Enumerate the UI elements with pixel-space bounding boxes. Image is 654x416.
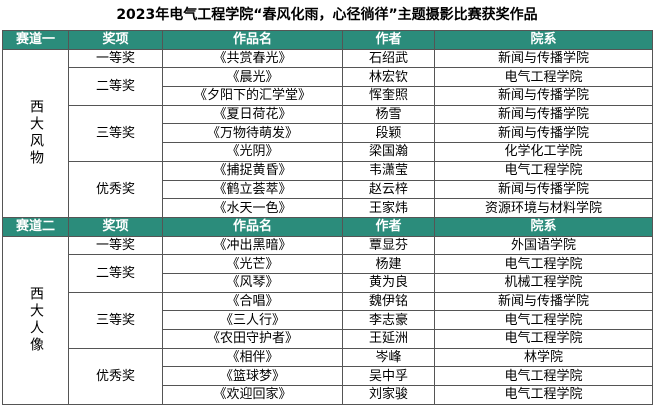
work-cell: 《欢迎回家》 bbox=[162, 385, 343, 405]
author-cell: 覃显芬 bbox=[342, 235, 435, 256]
award-cell: 三等奖 bbox=[68, 104, 163, 162]
author-cell: 韦潇莹 bbox=[342, 160, 435, 181]
award-cell: 二等奖 bbox=[68, 254, 163, 293]
dept-cell: 电气工程学院 bbox=[434, 366, 653, 387]
author-cell: 刘家骏 bbox=[342, 385, 435, 405]
work-cell: 《冲出黑暗》 bbox=[162, 235, 343, 256]
work-cell: 《光芒》 bbox=[162, 254, 343, 274]
author-cell: 吴中孚 bbox=[342, 366, 435, 387]
entry-row: 西大风物 一等奖 《共赏春光》 石绍武 新闻与传播学院 bbox=[2, 48, 653, 218]
work-cell: 《鹤立荟萃》 bbox=[162, 179, 343, 200]
author-cell: 杨雪 bbox=[342, 104, 435, 125]
entry-row: 《水天一色》 王家炜 资源环境与材料学院 bbox=[3, 198, 653, 218]
work-cell: 《夕阳下的汇学堂》 bbox=[162, 86, 343, 106]
header-cell: 赛道二 bbox=[2, 216, 69, 237]
entry-row: 《三人行》 李志豪 电气工程学院 bbox=[3, 310, 653, 330]
entry-row: 优秀奖 《相伴》 岑峰 林学院 bbox=[3, 347, 653, 405]
entry-row: 优秀奖 《捕捉黄昏》 韦潇莹 电气工程学院 bbox=[3, 160, 653, 218]
dept-cell: 新闻与传播学院 bbox=[434, 104, 653, 125]
entry-row: 三等奖 《夏日荷花》 杨雪 新闻与传播学院 bbox=[3, 104, 653, 162]
entry-row: 《欢迎回家》 刘家骏 电气工程学院 bbox=[3, 385, 653, 405]
work-cell: 《夏日荷花》 bbox=[162, 104, 343, 125]
entry-row: 《篮球梦》 吴中孚 电气工程学院 bbox=[3, 366, 653, 387]
dept-cell: 新闻与传播学院 bbox=[434, 123, 653, 144]
author-cell: 赵云梓 bbox=[342, 179, 435, 200]
header-row: 赛道一 奖项 作品名 作者 院系 bbox=[2, 30, 653, 50]
work-cell: 《三人行》 bbox=[162, 310, 343, 330]
dept-cell: 机械工程学院 bbox=[434, 272, 653, 293]
author-cell: 李志豪 bbox=[342, 310, 435, 330]
header-cell: 赛道一 bbox=[2, 30, 69, 50]
work-cell: 《农田守护者》 bbox=[162, 329, 343, 349]
award-cell: 二等奖 bbox=[68, 67, 163, 106]
work-cell: 《篮球梦》 bbox=[162, 366, 343, 387]
award-cell: 优秀奖 bbox=[68, 160, 163, 218]
dept-cell: 外国语学院 bbox=[434, 235, 653, 256]
dept-cell: 新闻与传播学院 bbox=[434, 48, 653, 69]
dept-cell: 新闻与传播学院 bbox=[434, 291, 653, 312]
dept-cell: 资源环境与材料学院 bbox=[434, 198, 653, 218]
author-cell: 岑峰 bbox=[342, 347, 435, 368]
title: 2023年电气工程学院“春风化雨，心径徜徉”主题摄影比赛获奖作品 bbox=[116, 7, 538, 23]
author-cell: 王家炜 bbox=[342, 198, 435, 218]
dept-cell: 化学化工学院 bbox=[434, 142, 653, 162]
header-cell: 作者 bbox=[342, 216, 435, 237]
author-cell: 魏伊铭 bbox=[342, 291, 435, 312]
dept-cell: 电气工程学院 bbox=[434, 160, 653, 181]
header-cell: 院系 bbox=[434, 216, 653, 237]
track-name: 西大人像 bbox=[2, 235, 69, 405]
work-cell: 《捕捉黄昏》 bbox=[162, 160, 343, 181]
table-body: 赛道一 奖项 作品名 作者 院系 西大风物 一等奖 《共赏春光》 石绍武 新闻与传播学院 二等奖 《晨… bbox=[2, 30, 653, 405]
dept-cell: 林学院 bbox=[434, 347, 653, 368]
header-cell: 作者 bbox=[342, 30, 435, 50]
dept-cell: 电气工程学院 bbox=[434, 254, 653, 274]
award-cell: 一等奖 bbox=[68, 235, 163, 256]
entry-row: 三等奖 《合唱》 魏伊铭 新闻与传播学院 bbox=[3, 291, 653, 349]
work-cell: 《风琴》 bbox=[162, 272, 343, 293]
work-cell: 《万物待萌发》 bbox=[162, 123, 343, 144]
author-cell: 恽奎照 bbox=[342, 86, 435, 106]
work-cell: 《相伴》 bbox=[162, 347, 343, 368]
author-cell: 段颖 bbox=[342, 123, 435, 144]
entry-row: 《鹤立荟萃》 赵云梓 新闻与传播学院 bbox=[3, 179, 653, 200]
header-cell: 院系 bbox=[434, 30, 653, 50]
work-cell: 《光阴》 bbox=[162, 142, 343, 162]
work-cell: 《合唱》 bbox=[162, 291, 343, 312]
award-cell: 优秀奖 bbox=[68, 347, 163, 405]
entry-row: 《农田守护者》 王延洲 电气工程学院 bbox=[3, 329, 653, 349]
author-cell: 梁国瀚 bbox=[342, 142, 435, 162]
dept-cell: 电气工程学院 bbox=[434, 385, 653, 405]
work-cell: 《晨光》 bbox=[162, 67, 343, 88]
author-cell: 黄为良 bbox=[342, 272, 435, 293]
dept-cell: 电气工程学院 bbox=[434, 329, 653, 349]
author-cell: 王延洲 bbox=[342, 329, 435, 349]
dept-cell: 新闻与传播学院 bbox=[434, 179, 653, 200]
track-name: 西大风物 bbox=[2, 48, 69, 218]
award-cell: 一等奖 bbox=[68, 48, 163, 69]
work-cell: 《水天一色》 bbox=[162, 198, 343, 218]
work-cell: 《共赏春光》 bbox=[162, 48, 343, 69]
author-cell: 杨建 bbox=[342, 254, 435, 274]
header-cell: 作品名 bbox=[162, 216, 343, 237]
entry-row: 《风琴》 黄为良 机械工程学院 bbox=[3, 272, 653, 293]
dept-cell: 电气工程学院 bbox=[434, 310, 653, 330]
award-cell: 三等奖 bbox=[68, 291, 163, 349]
header-row: 赛道二 奖项 作品名 作者 院系 bbox=[2, 216, 653, 237]
header-cell: 作品名 bbox=[162, 30, 343, 50]
dept-cell: 电气工程学院 bbox=[434, 67, 653, 88]
header-cell: 奖项 bbox=[68, 216, 163, 237]
awards-table: 赛道一 奖项 作品名 作者 院系 西大风物 一等奖 《共赏春光》 石绍武 新闻与传播学院 二等奖 《晨… bbox=[2, 30, 653, 405]
entry-row: 二等奖 《光芒》 杨建 电气工程学院 bbox=[3, 254, 653, 293]
author-cell: 石绍武 bbox=[342, 48, 435, 69]
header-cell: 奖项 bbox=[68, 30, 163, 50]
dept-cell: 新闻与传播学院 bbox=[434, 86, 653, 106]
entry-row: 《万物待萌发》 段颖 新闻与传播学院 bbox=[3, 123, 653, 144]
author-cell: 林宏钦 bbox=[342, 67, 435, 88]
entry-row: 西大人像 一等奖 《冲出黑暗》 覃显芬 外国语学院 bbox=[2, 235, 653, 405]
entry-row: 二等奖 《晨光》 林宏钦 电气工程学院 bbox=[3, 67, 653, 106]
